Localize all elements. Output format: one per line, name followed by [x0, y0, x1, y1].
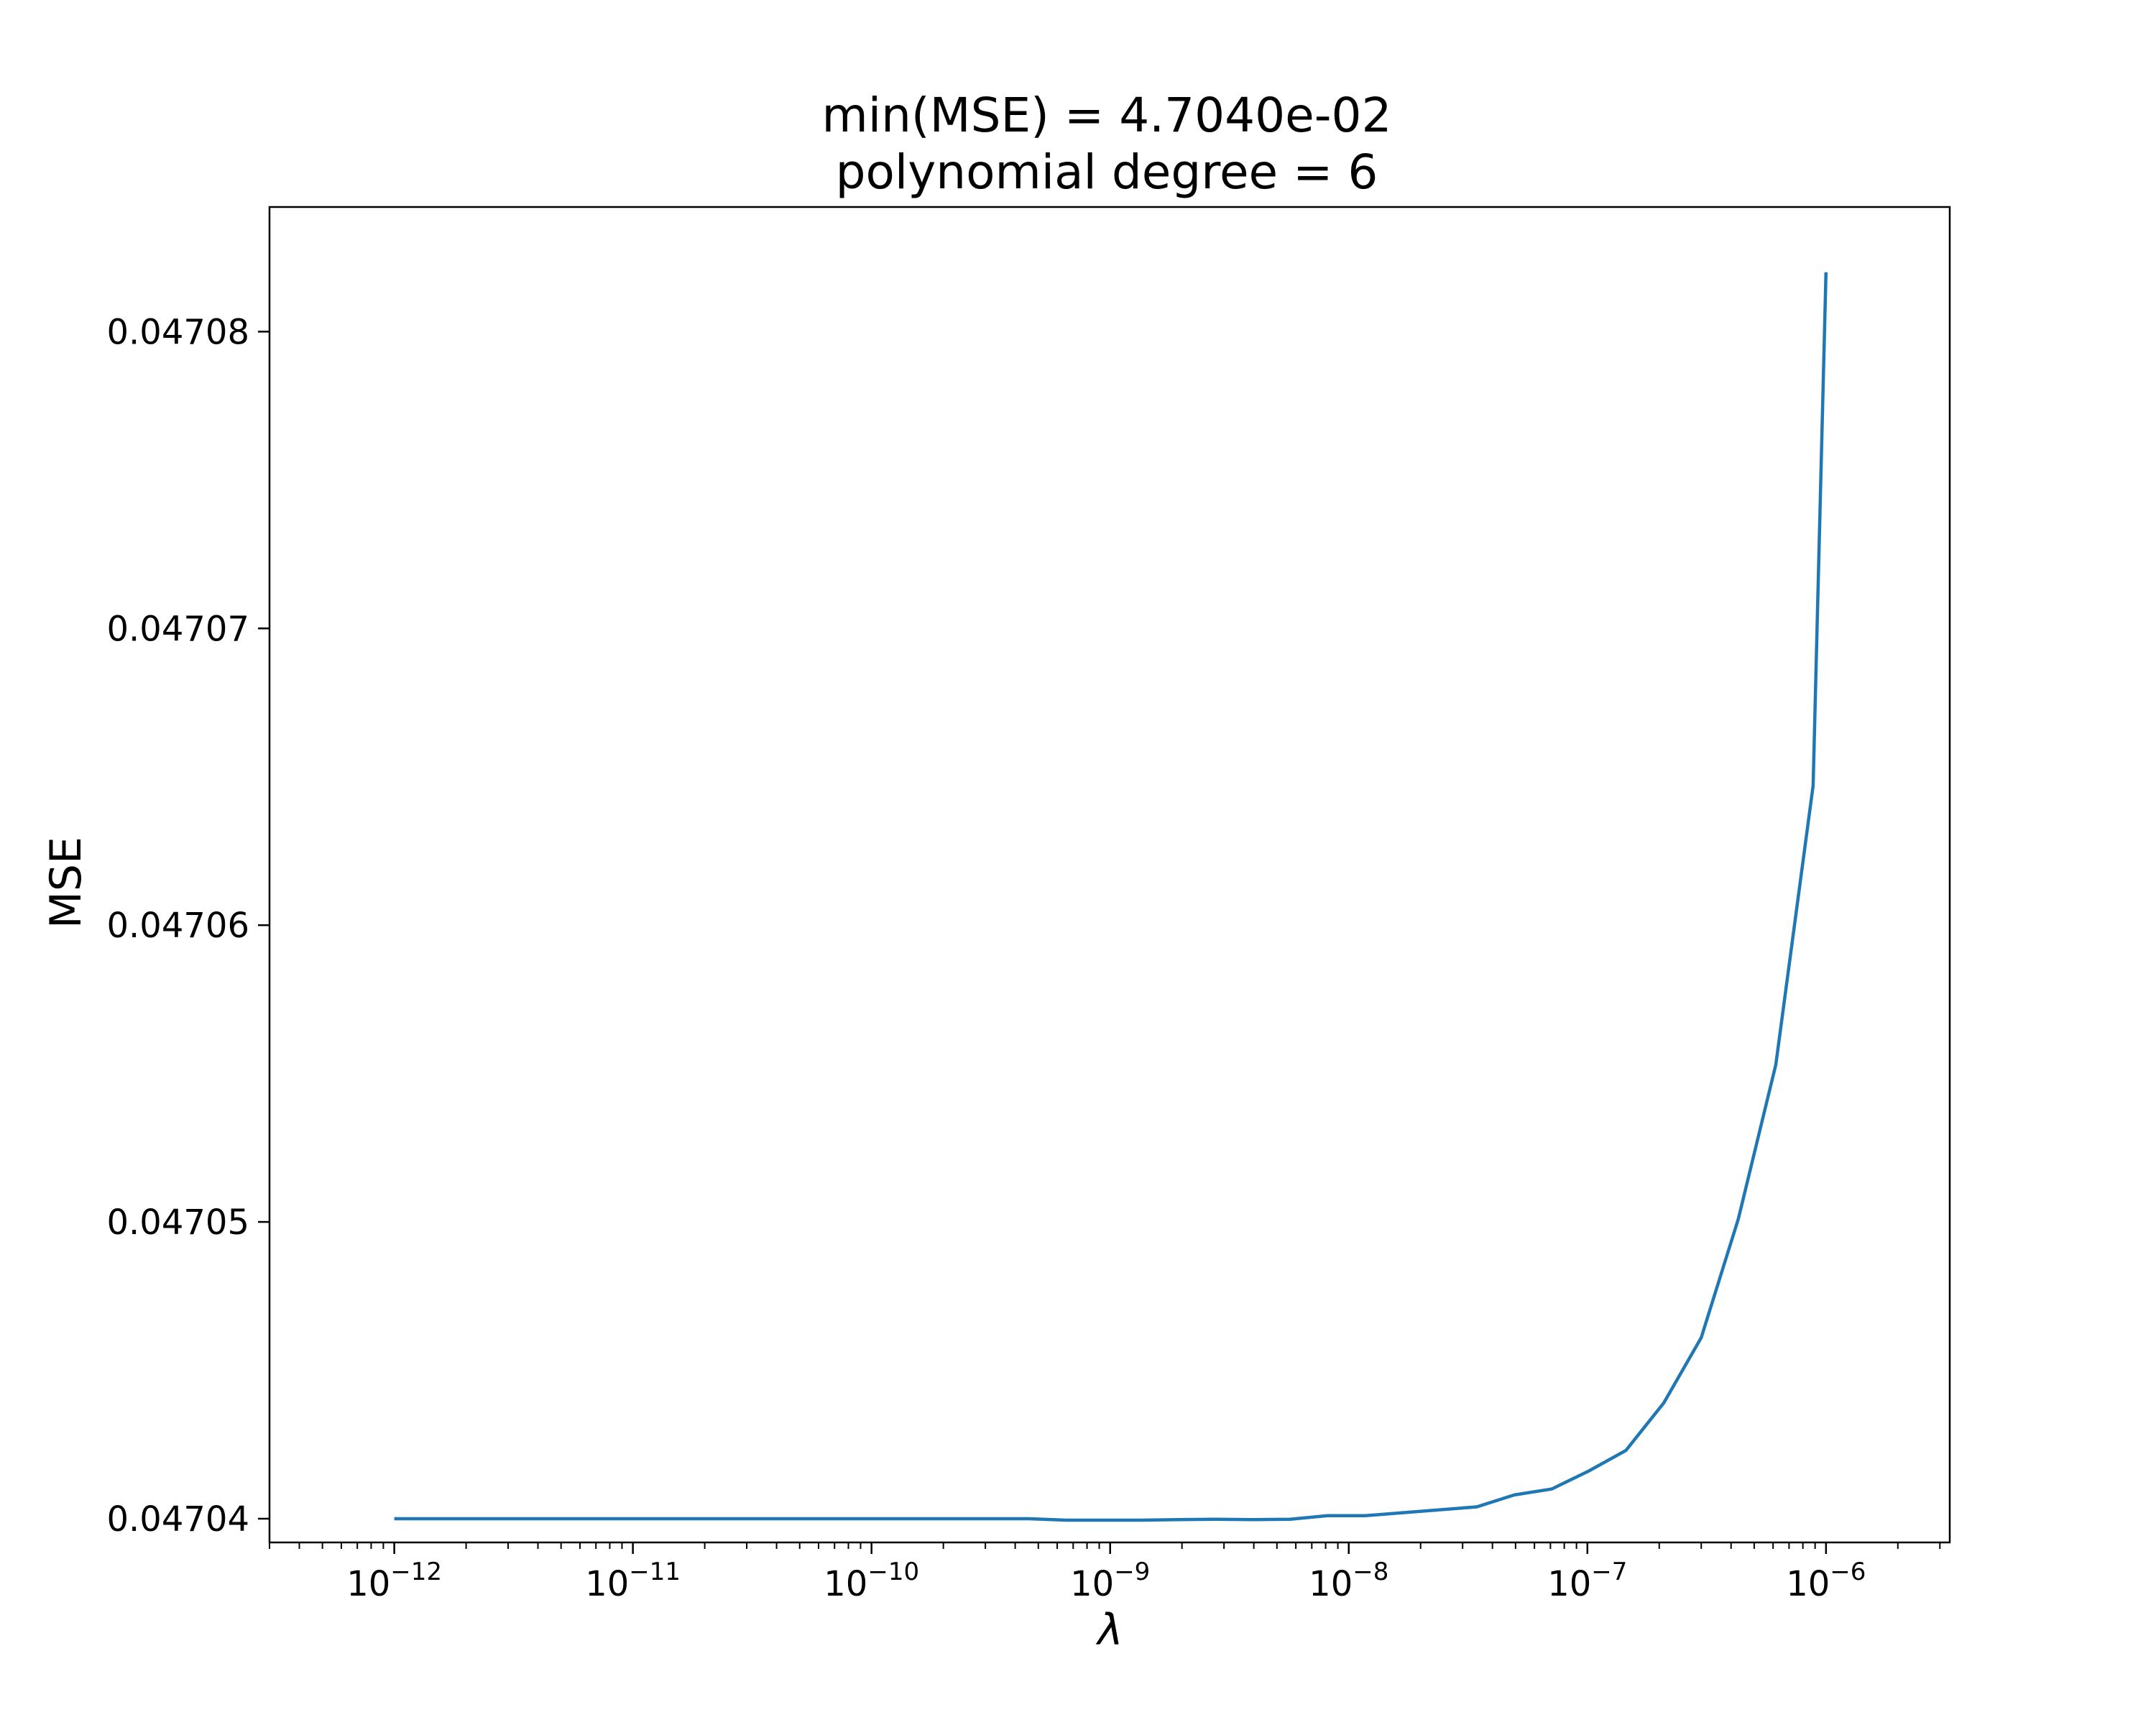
chart-title-line-2: polynomial degree = 6	[836, 144, 1378, 200]
x-tick-label-base: 10	[1070, 1564, 1114, 1604]
y-tick-label: 0.04706	[107, 906, 250, 946]
x-tick-label-base: 10	[824, 1564, 867, 1604]
y-tick-label: 0.04708	[107, 312, 250, 352]
x-tick-label-base: 10	[1309, 1564, 1353, 1604]
x-tick-label-exponent: −12	[390, 1558, 442, 1586]
series-line	[394, 272, 1828, 1522]
x-tick-label: 10−10	[824, 1558, 919, 1604]
x-tick-label: 10−11	[585, 1558, 681, 1604]
x-tick-label-exponent: −9	[1114, 1558, 1150, 1586]
x-tick-label-base: 10	[346, 1564, 390, 1604]
y-tick-label: 0.04705	[107, 1202, 250, 1243]
chart-title-line-1: min(MSE) = 4.7040e-02	[821, 88, 1391, 143]
x-tick-label-base: 10	[1786, 1564, 1830, 1604]
y-tick-label: 0.04704	[107, 1499, 250, 1540]
x-tick-label-exponent: −10	[867, 1558, 919, 1586]
series-layer	[394, 272, 1828, 1522]
x-tick-label: 10−12	[346, 1558, 442, 1604]
axes-ticks: 10−12 10−11 10−10 10−9 10−8 10−7 10−60.047040.…	[107, 312, 1941, 1604]
y-axis-label: MSE	[41, 837, 91, 929]
x-tick-label: 10−8	[1309, 1558, 1388, 1604]
y-tick-label: 0.04707	[107, 609, 250, 649]
x-tick-label-base: 10	[585, 1564, 629, 1604]
x-tick-label: 10−7	[1547, 1558, 1627, 1604]
x-tick-label: 10−9	[1070, 1558, 1150, 1604]
x-axis-label: λ	[1095, 1605, 1123, 1655]
x-tick-label-exponent: −6	[1830, 1558, 1866, 1586]
x-tick-label: 10−6	[1786, 1558, 1866, 1604]
x-tick-label-exponent: −11	[629, 1558, 681, 1586]
x-tick-label-exponent: −7	[1591, 1558, 1627, 1586]
x-tick-label-base: 10	[1547, 1564, 1591, 1604]
x-tick-label-exponent: −8	[1353, 1558, 1388, 1586]
